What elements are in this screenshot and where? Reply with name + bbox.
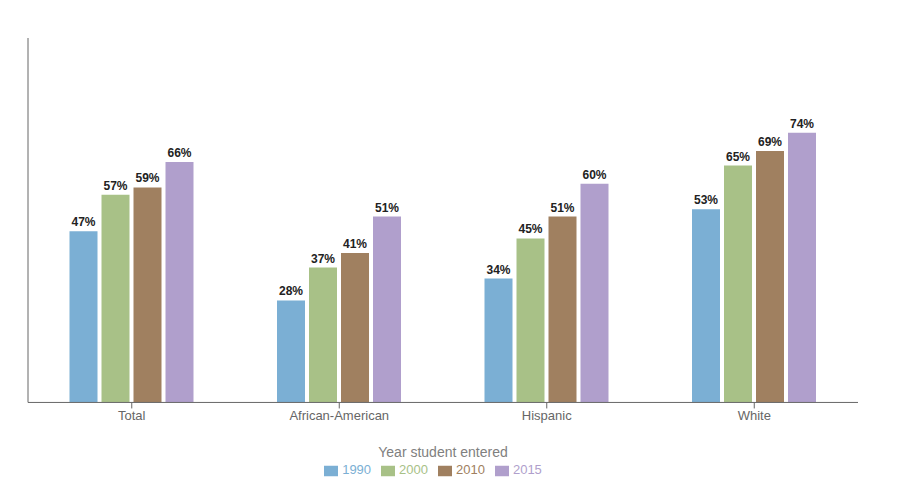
svg-text:41%: 41% [343, 237, 367, 251]
svg-text:57%: 57% [103, 179, 127, 193]
svg-text:34%: 34% [486, 263, 510, 277]
svg-text:65%: 65% [726, 150, 750, 164]
svg-text:37%: 37% [311, 252, 335, 266]
svg-text:28%: 28% [279, 284, 303, 298]
html-text:2010: 2010 [456, 462, 485, 478]
svg-text:51%: 51% [375, 201, 399, 215]
html-text:2000: 2000 [399, 462, 428, 478]
svg-text:45%: 45% [518, 222, 542, 236]
svg-text:74%: 74% [790, 117, 814, 131]
svg-text:53%: 53% [694, 193, 718, 207]
svg-text:Total: Total [118, 408, 146, 423]
html-text:2015: 2015 [512, 462, 542, 478]
html-text:1990: 1990 [342, 462, 372, 478]
svg-text:African-American: African-American [289, 408, 389, 423]
svg-text:White: White [738, 408, 771, 423]
svg-text:47%: 47% [71, 215, 95, 229]
svg-text:60%: 60% [582, 168, 606, 182]
svg-text:Hispanic: Hispanic [522, 408, 572, 423]
svg-text:Year student entered: Year student entered [378, 444, 507, 460]
svg-text:51%: 51% [550, 201, 574, 215]
svg-text:69%: 69% [758, 135, 782, 149]
svg-text:66%: 66% [167, 146, 191, 160]
svg-text:59%: 59% [135, 171, 159, 185]
